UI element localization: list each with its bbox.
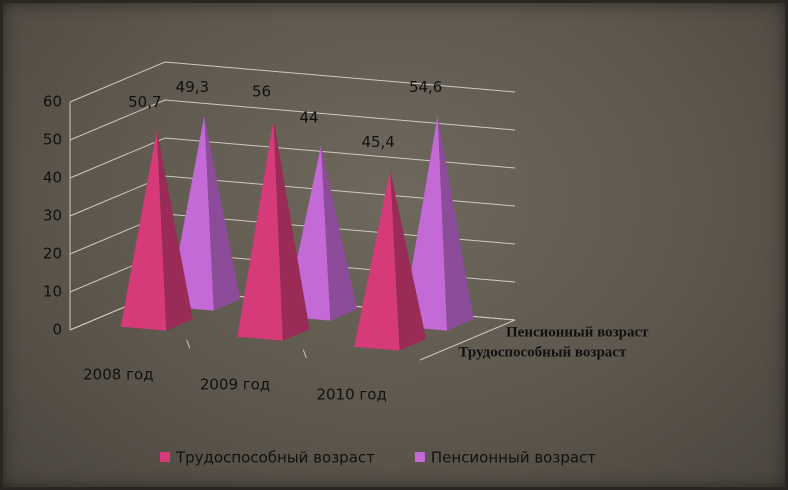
pyramid-side <box>321 145 358 321</box>
x-tick <box>186 339 191 349</box>
pyramid-front <box>401 115 448 331</box>
pyramid <box>120 130 193 331</box>
legend-label: Пенсионный возраст <box>431 449 596 467</box>
depth-label: Пенсионный возраст <box>506 324 649 340</box>
legend-swatch <box>160 452 170 462</box>
pyramid-side <box>273 120 310 341</box>
pyramid-front <box>120 130 167 331</box>
value-label: 49,3 <box>176 78 209 96</box>
value-label: 45,4 <box>361 133 394 151</box>
grid-line <box>69 137 516 179</box>
value-label: 44 <box>299 108 318 126</box>
pyramid <box>401 115 474 331</box>
value-label: 54,6 <box>409 78 442 96</box>
pyramid <box>237 120 310 341</box>
pyramid-side <box>156 130 193 331</box>
x-tick-label: 2008 год <box>83 366 153 384</box>
legend-swatch <box>414 452 425 462</box>
y-tick-label: 20 <box>43 245 62 263</box>
pyramid-front <box>237 120 283 341</box>
pyramid-front <box>354 170 400 351</box>
x-tick <box>302 349 307 359</box>
y-tick-label: 40 <box>43 169 62 187</box>
y-tick-label: 60 <box>43 93 62 111</box>
y-tick-label: 10 <box>43 283 62 301</box>
value-label: 56 <box>252 83 271 101</box>
pyramid-side <box>204 115 241 311</box>
x-tick-label: 2009 год <box>200 376 270 394</box>
pyramid <box>354 170 427 351</box>
y-tick-label: 30 <box>43 207 62 225</box>
depth-label: Трудоспособный возраст <box>459 344 627 360</box>
pyramid-side <box>437 115 474 331</box>
value-label: 50,7 <box>128 93 161 111</box>
y-tick-label: 50 <box>43 131 62 149</box>
y-tick-label: 0 <box>52 321 62 339</box>
x-tick-label: 2010 год <box>316 386 386 404</box>
grid-line <box>69 61 516 103</box>
legend-label: Трудоспособный возраст <box>175 449 375 467</box>
grid-line <box>69 99 516 141</box>
pyramid-side <box>390 170 427 351</box>
